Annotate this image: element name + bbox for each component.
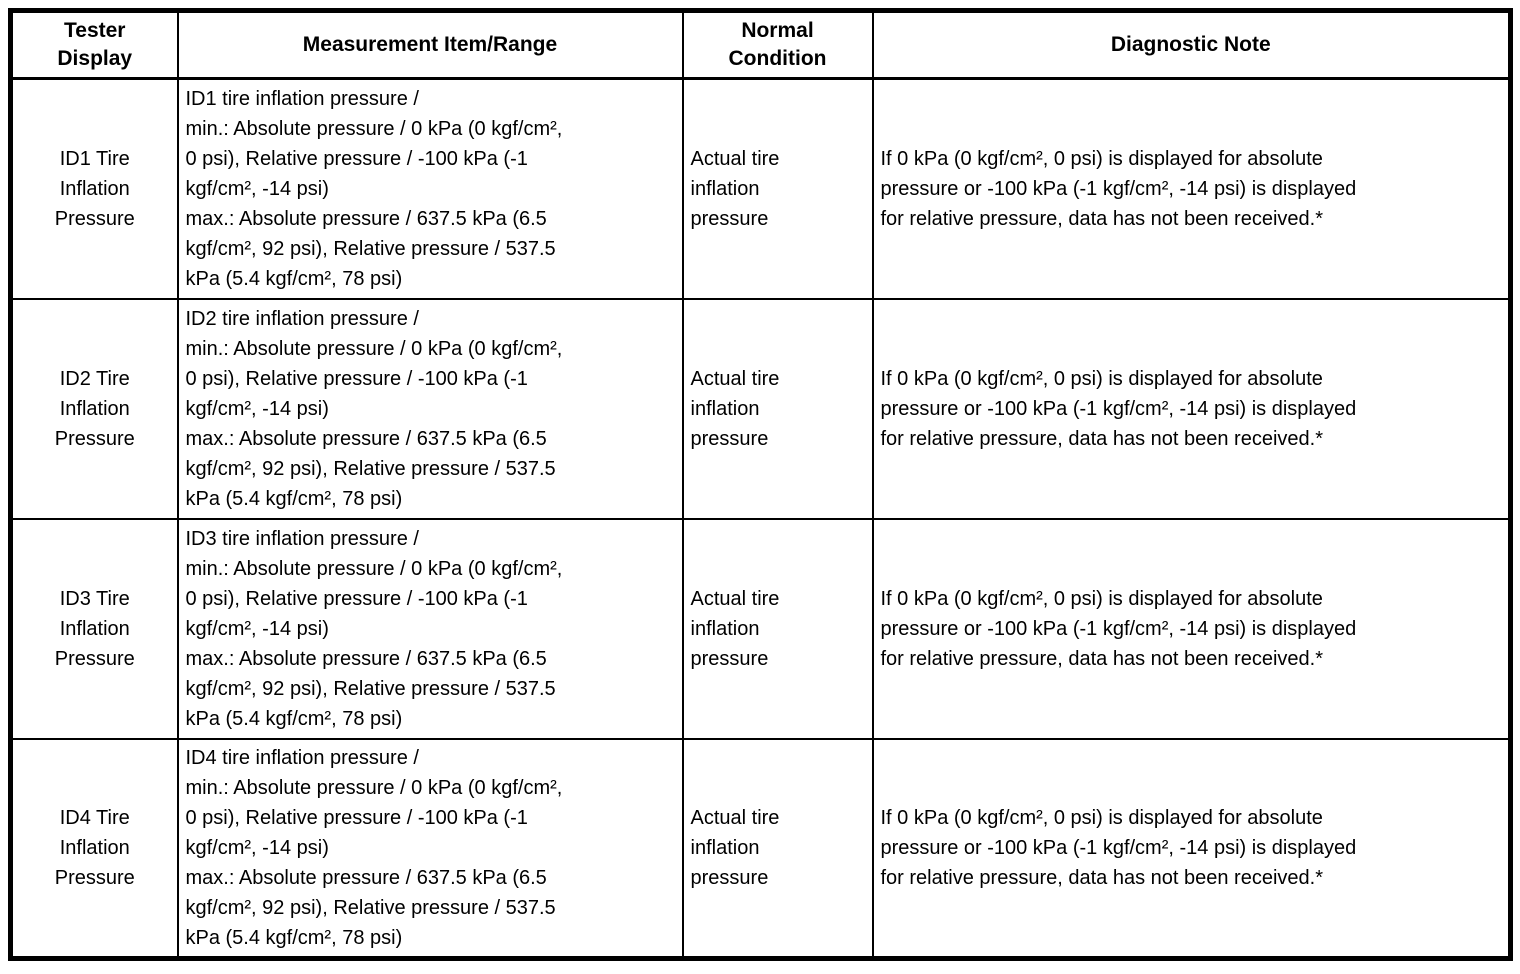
tester-display-value: ID4 Tire Inflation Pressure [9,737,179,960]
normal-condition-value: Actual tire inflation pressure [681,77,874,300]
table-row-id1: ID1 Tire Inflation Pressure ID1 tire inf… [9,77,1512,300]
diagnostic-note-value: If 0 kPa (0 kgf/cm², 0 psi) is displayed… [871,737,1512,960]
diagnostic-data-table: Tester Display Measurement Item/Range No… [8,8,1513,961]
measurement-item-range-value: ID3 tire inflation pressure / min.: Abso… [176,517,684,740]
table-row-id2: ID2 Tire Inflation Pressure ID2 tire inf… [9,297,1512,520]
diagnostic-note-value: If 0 kPa (0 kgf/cm², 0 psi) is displayed… [871,297,1512,520]
table-header-row: Tester Display Measurement Item/Range No… [9,9,1512,80]
column-header-diagnostic-note: Diagnostic Note [871,9,1512,80]
normal-condition-value: Actual tire inflation pressure [681,517,874,740]
table-row-id4: ID4 Tire Inflation Pressure ID4 tire inf… [9,737,1512,960]
tester-display-value: ID1 Tire Inflation Pressure [9,77,179,300]
tester-display-value: ID2 Tire Inflation Pressure [9,297,179,520]
normal-condition-value: Actual tire inflation pressure [681,297,874,520]
measurement-item-range-value: ID1 tire inflation pressure / min.: Abso… [176,77,684,300]
column-header-measurement-item-range: Measurement Item/Range [176,9,684,80]
normal-condition-value: Actual tire inflation pressure [681,737,874,960]
diagnostic-note-value: If 0 kPa (0 kgf/cm², 0 psi) is displayed… [871,77,1512,300]
diagnostic-note-value: If 0 kPa (0 kgf/cm², 0 psi) is displayed… [871,517,1512,740]
table-row-id3: ID3 Tire Inflation Pressure ID3 tire inf… [9,517,1512,740]
measurement-item-range-value: ID4 tire inflation pressure / min.: Abso… [176,737,684,960]
column-header-tester-display: Tester Display [9,9,179,80]
tester-display-value: ID3 Tire Inflation Pressure [9,517,179,740]
column-header-normal-condition: Normal Condition [681,9,874,80]
measurement-item-range-value: ID2 tire inflation pressure / min.: Abso… [176,297,684,520]
